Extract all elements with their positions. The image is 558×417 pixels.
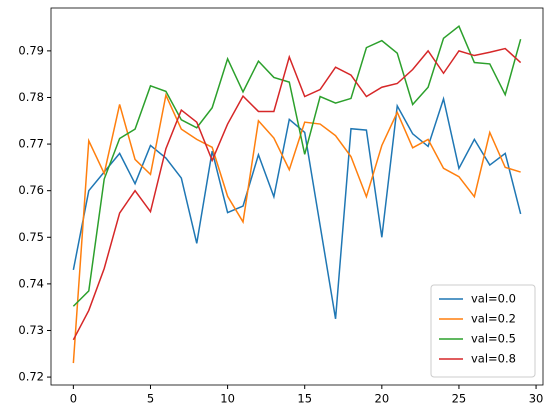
series-line — [72, 47, 522, 341]
series-line — [72, 96, 522, 319]
y-tick-label: 0.75 — [18, 230, 44, 244]
series-line — [72, 92, 521, 364]
y-tick-label: 0.76 — [18, 183, 44, 197]
x-tick-label: 5 — [147, 392, 154, 406]
y-tick-label: 0.77 — [18, 137, 44, 151]
legend-label: val=0.2 — [471, 312, 516, 326]
y-tick-label: 0.74 — [18, 276, 44, 290]
x-tick-label: 25 — [452, 392, 467, 406]
x-tick-label: 10 — [220, 392, 235, 406]
legend-label: val=0.8 — [471, 352, 516, 366]
y-tick-label: 0.79 — [18, 43, 44, 57]
legend-label: val=0.5 — [471, 332, 516, 346]
x-tick-label: 20 — [375, 392, 390, 406]
x-tick-label: 30 — [529, 392, 544, 406]
legend-label: val=0.0 — [471, 292, 516, 306]
x-tick-label: 15 — [297, 392, 312, 406]
plot-frame — [50, 7, 544, 386]
x-tick-label: 0 — [70, 392, 77, 406]
y-tick-label: 0.73 — [18, 323, 44, 337]
y-tick-label: 0.78 — [18, 90, 44, 104]
y-tick-label: 0.72 — [18, 370, 44, 384]
series-line — [72, 24, 522, 307]
legend-box — [430, 284, 536, 378]
